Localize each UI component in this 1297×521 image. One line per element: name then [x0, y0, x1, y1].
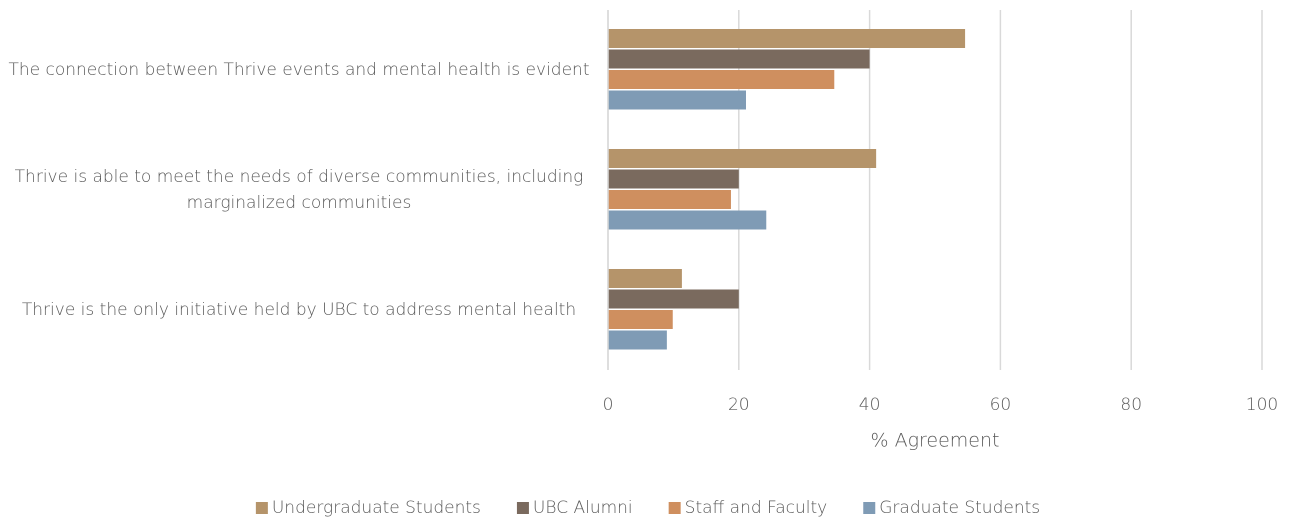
y-tick-label: The connection between Thrive events and… — [8, 60, 590, 80]
x-tick-label: 0 — [603, 395, 614, 415]
bar — [608, 269, 682, 288]
x-tick-label: 100 — [1246, 395, 1278, 415]
y-tick-label: Thrive is the only initiative held by UB… — [21, 300, 577, 320]
legend-swatch — [668, 502, 681, 514]
bar — [608, 210, 767, 230]
bar — [608, 90, 746, 110]
bar — [608, 289, 739, 309]
category-label-box: Thrive is the only initiative held by UB… — [21, 300, 577, 320]
x-tick-label: 80 — [1120, 395, 1142, 415]
legend-swatch — [516, 502, 529, 514]
bar — [608, 149, 877, 168]
y-tick-label: Thrive is able to meet the needs of dive… — [14, 167, 584, 213]
legend-swatch — [863, 502, 876, 514]
category-label-box: The connection between Thrive events and… — [8, 60, 590, 80]
legend-label: Undergraduate Students — [272, 498, 481, 518]
legend-swatch — [255, 502, 268, 514]
x-tick-label: 60 — [990, 395, 1012, 415]
bar — [608, 29, 966, 48]
legend-label: UBC Alumni — [533, 498, 633, 518]
bar — [608, 49, 870, 69]
legend-label: Staff and Faculty — [685, 498, 828, 518]
bar — [608, 330, 667, 350]
bar — [608, 190, 731, 209]
x-tick-label: 20 — [728, 395, 750, 415]
x-axis-title: % Agreement — [871, 430, 1000, 452]
legend-label: Graduate Students — [879, 498, 1040, 518]
bar — [608, 70, 835, 89]
bar — [608, 169, 739, 189]
x-tick-label: 40 — [859, 395, 881, 415]
category-label-box: Thrive is able to meet the needs of dive… — [14, 167, 584, 213]
bar — [608, 310, 673, 329]
